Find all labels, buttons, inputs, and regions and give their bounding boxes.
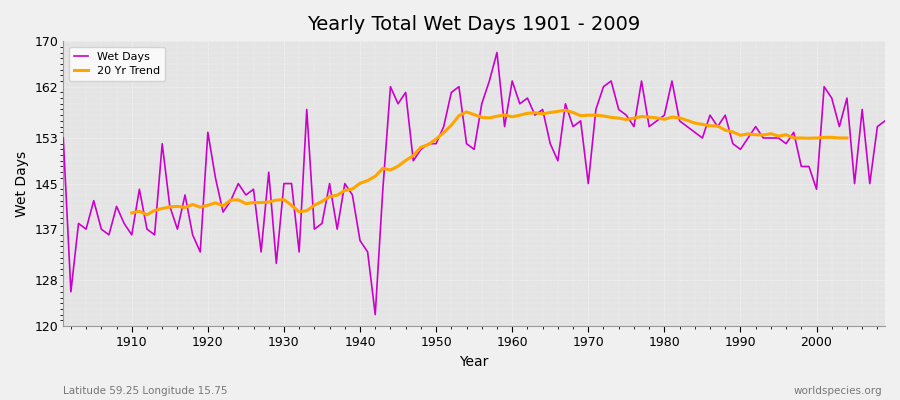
Wet Days	[370, 312, 381, 317]
Legend: Wet Days, 20 Yr Trend: Wet Days, 20 Yr Trend	[68, 47, 166, 81]
Wet Days	[515, 101, 526, 106]
20 Yr Trend	[141, 212, 152, 217]
Line: 20 Yr Trend: 20 Yr Trend	[131, 110, 847, 215]
20 Yr Trend	[560, 108, 571, 113]
Line: Wet Days: Wet Days	[63, 52, 885, 315]
Wet Days	[58, 136, 68, 140]
20 Yr Trend	[644, 115, 654, 120]
Wet Days	[879, 118, 890, 123]
Wet Days	[286, 181, 297, 186]
Wet Days	[613, 107, 624, 112]
20 Yr Trend	[126, 210, 137, 215]
20 Yr Trend	[264, 200, 274, 204]
20 Yr Trend	[667, 115, 678, 120]
20 Yr Trend	[165, 204, 176, 209]
20 Yr Trend	[674, 116, 685, 120]
Wet Days	[522, 96, 533, 100]
20 Yr Trend	[842, 136, 852, 140]
X-axis label: Year: Year	[460, 355, 489, 369]
20 Yr Trend	[628, 116, 639, 120]
Y-axis label: Wet Days: Wet Days	[15, 150, 29, 217]
Title: Yearly Total Wet Days 1901 - 2009: Yearly Total Wet Days 1901 - 2009	[308, 15, 641, 34]
Wet Days	[119, 221, 130, 226]
Wet Days	[332, 227, 343, 232]
Text: worldspecies.org: worldspecies.org	[794, 386, 882, 396]
Text: Latitude 59.25 Longitude 15.75: Latitude 59.25 Longitude 15.75	[63, 386, 228, 396]
Wet Days	[491, 50, 502, 55]
